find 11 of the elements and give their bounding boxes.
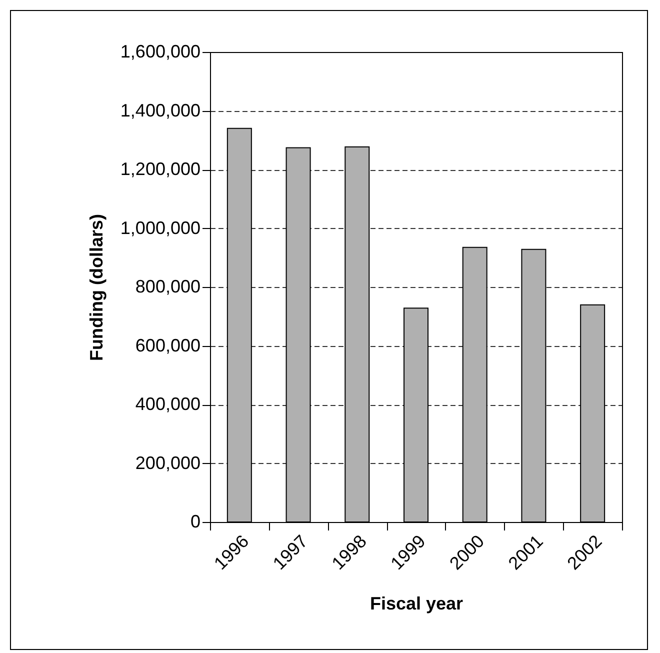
y-tick-label: 400,000 — [135, 394, 200, 414]
y-tick-label: 1,000,000 — [120, 218, 200, 238]
y-tick-label: 1,400,000 — [120, 100, 200, 120]
y-axis-title: Funding (dollars) — [86, 214, 106, 361]
y-tick-label: 1,600,000 — [120, 42, 200, 62]
y-tick-label: 1,200,000 — [120, 159, 200, 179]
y-tick-label: 200,000 — [135, 452, 200, 473]
x-axis-title: Fiscal year — [370, 594, 464, 614]
y-tick-label: 800,000 — [135, 276, 200, 296]
y-tick-label: 0 — [190, 512, 200, 532]
y-tick-label: 600,000 — [135, 335, 200, 356]
